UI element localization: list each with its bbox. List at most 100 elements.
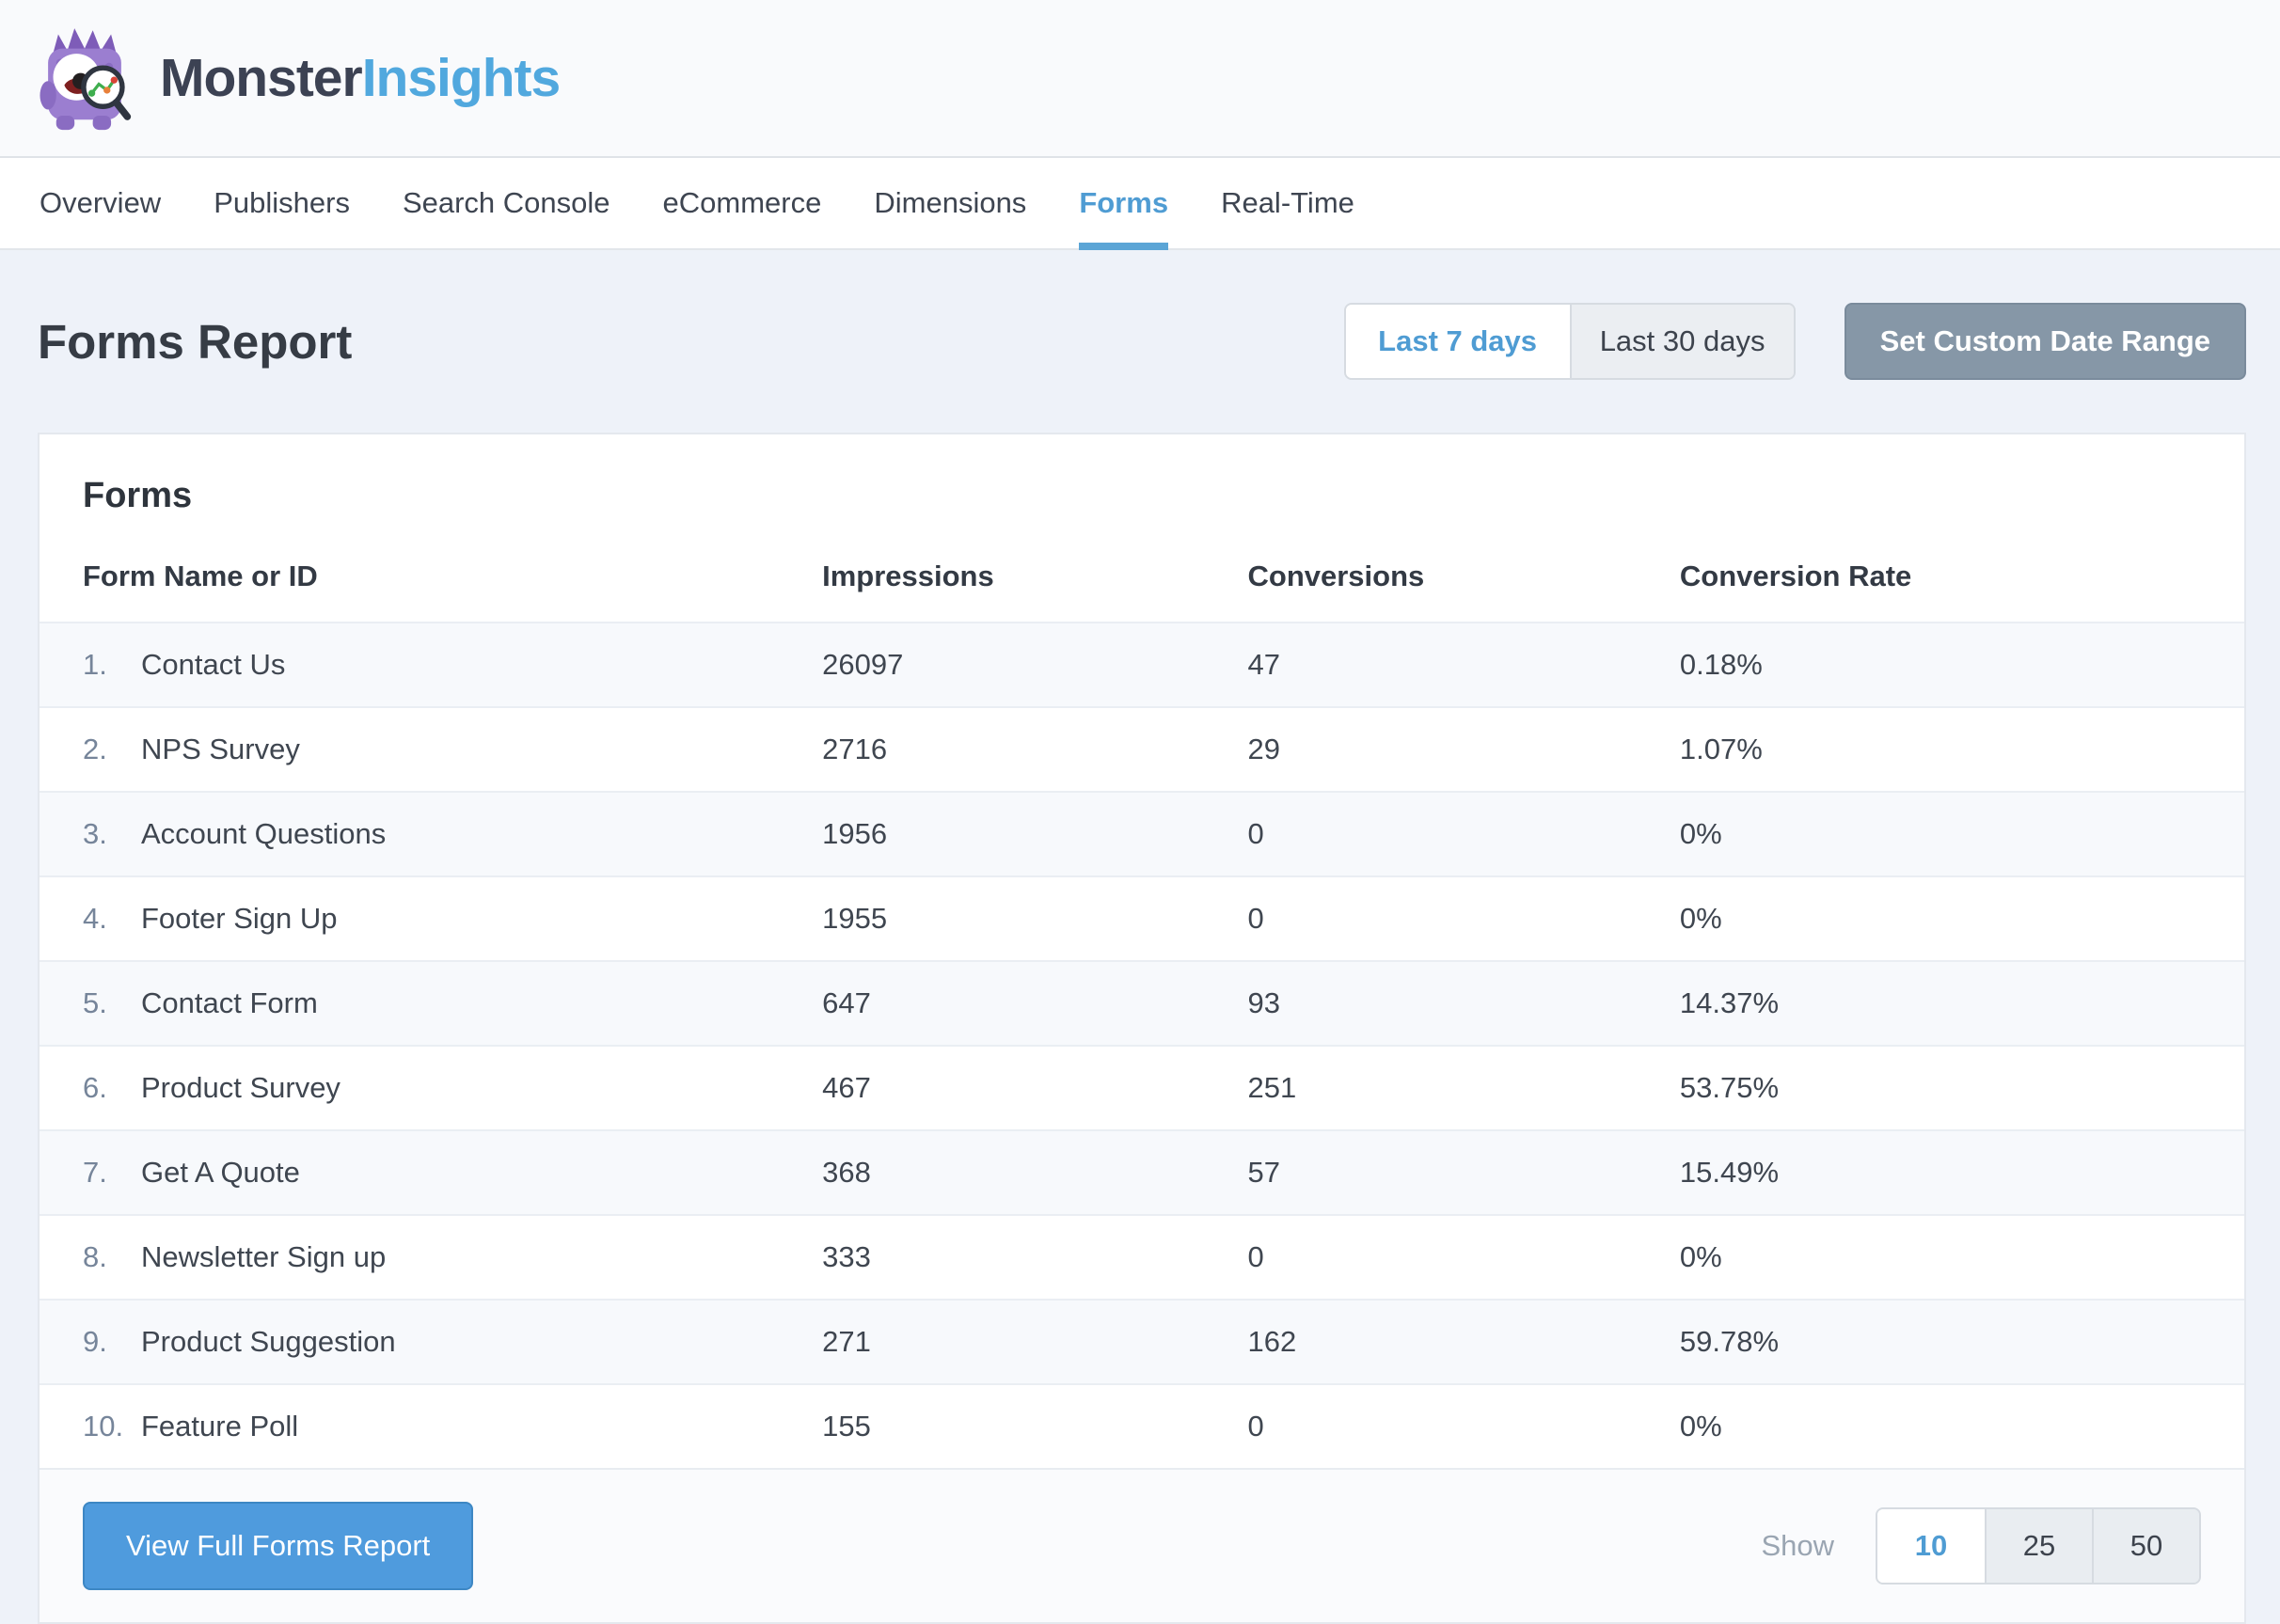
nav-tab[interactable]: Forms	[1079, 158, 1169, 250]
form-name: Newsletter Sign up	[141, 1240, 387, 1273]
form-name-cell: 9. Product Suggestion	[40, 1300, 822, 1384]
conversions-cell: 57	[1247, 1156, 1280, 1189]
conversion-rate-cell: 0%	[1679, 817, 1722, 850]
row-rank: 1.	[83, 648, 107, 681]
form-name-cell: 5. Contact Form	[40, 961, 822, 1046]
page-size-option[interactable]: 25	[1985, 1509, 2092, 1583]
row-rank: 7.	[83, 1156, 107, 1189]
impressions-cell: 467	[822, 1071, 871, 1104]
form-name-cell: 2. NPS Survey	[40, 707, 822, 792]
column-header-form-name: Form Name or ID	[83, 560, 318, 592]
row-rank: 9.	[83, 1325, 107, 1358]
show-label: Show	[1761, 1529, 1834, 1562]
conversion-rate-cell: 0%	[1679, 1410, 1722, 1443]
table-row: 3. Account Questions 1956 0 0%	[40, 792, 2244, 876]
form-name-cell: 6. Product Survey	[40, 1046, 822, 1130]
monsterinsights-mascot-icon	[40, 28, 132, 131]
page-size-option[interactable]: 10	[1877, 1509, 1985, 1583]
conversions-cell: 251	[1247, 1071, 1297, 1104]
form-name: Contact Form	[141, 986, 318, 1019]
impressions-cell: 155	[822, 1410, 871, 1443]
brand-name-secondary: Insights	[361, 48, 562, 108]
form-name: Product Survey	[141, 1071, 340, 1104]
conversions-cell: 0	[1247, 1240, 1264, 1273]
conversions-cell: 93	[1247, 986, 1280, 1019]
table-row: 5. Contact Form 647 93 14.37%	[40, 961, 2244, 1046]
table-row: 10. Feature Poll 155 0 0%	[40, 1384, 2244, 1468]
row-rank: 6.	[83, 1071, 107, 1104]
conversion-rate-cell: 1.07%	[1679, 733, 1763, 765]
column-header-conversions: Conversions	[1247, 560, 1425, 592]
impressions-cell: 1956	[822, 817, 888, 850]
conversion-rate-cell: 0%	[1679, 902, 1722, 935]
nav-tab-label: Forms	[1079, 186, 1169, 219]
card-title: Forms	[83, 476, 193, 515]
nav-tab[interactable]: eCommerce	[663, 158, 822, 248]
conversions-cell: 0	[1247, 902, 1264, 935]
table-row: 1. Contact Us 26097 47 0.18%	[40, 623, 2244, 707]
table-row: 2. NPS Survey 2716 29 1.07%	[40, 707, 2244, 792]
row-rank: 5.	[83, 986, 107, 1019]
conversions-cell: 47	[1247, 648, 1280, 681]
nav-tab[interactable]: Publishers	[214, 158, 350, 248]
date-range-option[interactable]: Last 7 days	[1345, 305, 1570, 378]
impressions-cell: 368	[822, 1156, 871, 1189]
row-rank: 4.	[83, 902, 107, 935]
nav-tab[interactable]: Search Console	[403, 158, 610, 248]
page-size-group: 10 25 50	[1876, 1507, 2201, 1585]
conversions-cell: 29	[1247, 733, 1280, 765]
table-header-row: Form Name or ID Impressions Conversions …	[40, 539, 2244, 623]
nav-tab-label: Dimensions	[874, 186, 1027, 219]
nav-tab[interactable]: Overview	[40, 158, 161, 248]
brand-name-primary: Monster	[160, 48, 363, 108]
page-size-option[interactable]: 50	[2092, 1509, 2199, 1583]
forms-report-card: Forms Form Name or ID Impressions Conver…	[38, 433, 2246, 1624]
form-name: Footer Sign Up	[141, 902, 338, 935]
conversion-rate-cell: 0.18%	[1679, 648, 1763, 681]
page-body: Forms Report Last 7 days Last 30 days Se…	[0, 303, 2280, 1624]
forms-table: Form Name or ID Impressions Conversions …	[40, 539, 2244, 1468]
impressions-cell: 271	[822, 1325, 871, 1358]
form-name: NPS Survey	[141, 733, 300, 765]
nav-tab[interactable]: Dimensions	[874, 158, 1026, 248]
page-title: Forms Report	[38, 314, 353, 369]
form-name: Product Suggestion	[141, 1325, 396, 1358]
report-nav-tabs: Overview Publishers Search Console eComm…	[0, 158, 2280, 250]
conversion-rate-cell: 14.37%	[1679, 986, 1780, 1019]
page-header: Forms Report Last 7 days Last 30 days Se…	[38, 303, 2246, 380]
impressions-cell: 333	[822, 1240, 871, 1273]
nav-tab-label: eCommerce	[662, 186, 822, 219]
column-header-conversion-rate: Conversion Rate	[1679, 560, 1912, 592]
table-row: 8. Newsletter Sign up 333 0 0%	[40, 1215, 2244, 1300]
conversions-cell: 0	[1247, 817, 1264, 850]
impressions-cell: 1955	[822, 902, 888, 935]
nav-tab-label: Overview	[40, 186, 162, 219]
table-row: 6. Product Survey 467 251 53.75%	[40, 1046, 2244, 1130]
conversions-cell: 162	[1247, 1325, 1297, 1358]
table-row: 4. Footer Sign Up 1955 0 0%	[40, 876, 2244, 961]
conversions-cell: 0	[1247, 1410, 1264, 1443]
pagination-controls: Show 10 25 50	[1761, 1507, 2201, 1585]
form-name-cell: 10. Feature Poll	[40, 1384, 822, 1468]
table-row: 7. Get A Quote 368 57 15.49%	[40, 1130, 2244, 1215]
form-name-cell: 3. Account Questions	[40, 792, 822, 876]
form-name: Get A Quote	[141, 1156, 300, 1189]
form-name: Feature Poll	[141, 1410, 299, 1443]
view-full-forms-report-button[interactable]: View Full Forms Report	[83, 1502, 474, 1590]
nav-tab[interactable]: Real-Time	[1221, 158, 1354, 248]
form-name: Contact Us	[141, 648, 286, 681]
impressions-cell: 647	[822, 986, 871, 1019]
date-controls: Last 7 days Last 30 days Set Custom Date…	[1343, 303, 2246, 380]
table-row: 9. Product Suggestion 271 162 59.78%	[40, 1300, 2244, 1384]
conversion-rate-cell: 0%	[1679, 1240, 1722, 1273]
nav-tab-label: Search Console	[402, 186, 610, 219]
nav-tab-label: Real-Time	[1221, 186, 1354, 219]
column-header-impressions: Impressions	[822, 560, 994, 592]
date-range-option[interactable]: Last 30 days	[1569, 305, 1794, 378]
row-rank: 2.	[83, 733, 107, 765]
impressions-cell: 2716	[822, 733, 888, 765]
set-custom-date-range-button[interactable]: Set Custom Date Range	[1844, 303, 2246, 380]
form-name-cell: 8. Newsletter Sign up	[40, 1215, 822, 1300]
row-rank: 10.	[83, 1410, 124, 1443]
card-footer: View Full Forms Report Show 10 25 50	[40, 1468, 2244, 1622]
